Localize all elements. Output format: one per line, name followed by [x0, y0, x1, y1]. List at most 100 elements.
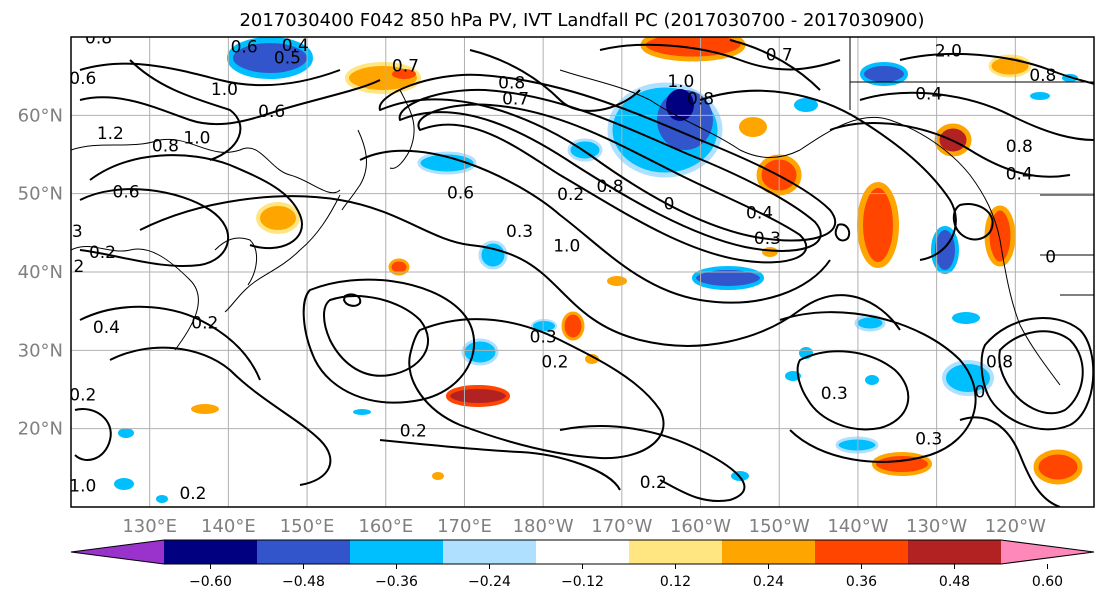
coastline-sakhalin — [341, 129, 367, 211]
contour-label: 0.2 — [89, 243, 116, 263]
colorbar-segment — [722, 540, 816, 564]
shade-blob — [392, 69, 416, 79]
contour-label: 1.0 — [211, 80, 238, 100]
contour-label: 0.8 — [498, 74, 525, 94]
contour-label: 0.8 — [1029, 66, 1056, 86]
lon-tick-label: 140°W — [827, 516, 888, 537]
shade-blob — [952, 312, 980, 324]
coastline-alaska-south — [559, 69, 801, 158]
contour-label: 0.2 — [541, 353, 568, 373]
lon-tick-label: 150°W — [749, 516, 810, 537]
contour-label: 0.6 — [447, 183, 474, 203]
lon-tick-label: 160°E — [358, 516, 413, 537]
shade-blob — [446, 385, 510, 407]
contour-label: 0.8 — [152, 136, 179, 156]
colorbar-tick-label: 0.60 — [1032, 574, 1063, 590]
coastline-asia — [71, 138, 341, 194]
contour-line — [779, 311, 977, 463]
contour-line — [129, 59, 242, 161]
contour-label: 1.0 — [553, 237, 580, 257]
lat-tick-label: 30°N — [18, 340, 63, 361]
contour-line — [796, 350, 910, 431]
contour-label: 0.8 — [597, 177, 624, 197]
shade-blob — [865, 375, 879, 385]
contour-label: 0.3 — [530, 328, 557, 348]
colorbar-segment — [629, 540, 723, 564]
shade-blob — [417, 151, 477, 175]
contour-line — [834, 223, 851, 242]
contour-line — [79, 79, 381, 126]
contour-labels: 0.80.60.6 0.40.51.00.60.8 1.01.20.630.220.… — [69, 36, 1056, 504]
shade-blob — [256, 202, 300, 234]
lon-tick-label: 130°W — [906, 516, 967, 537]
contour-line — [109, 346, 332, 486]
colorbar-tick-label: 0.24 — [753, 574, 784, 590]
lon-tick-label: 140°E — [201, 516, 256, 537]
contour-label: 2.0 — [935, 42, 962, 62]
contour-label: 0 — [664, 194, 675, 214]
colorbar-tick-label: −0.12 — [561, 574, 604, 590]
contour-line — [699, 89, 957, 261]
contour-label: 0.2 — [191, 313, 218, 333]
shade-blob — [191, 404, 219, 414]
contour-line — [559, 425, 746, 502]
colorbar-segment — [350, 540, 444, 564]
shade-blob — [692, 266, 764, 290]
contour-line — [899, 52, 1094, 85]
lat-tick-label: 20°N — [18, 419, 63, 440]
contour-label: 1.0 — [69, 476, 96, 496]
shade-blob — [388, 258, 410, 276]
contour-line — [469, 49, 641, 112]
map-title: 2017030400 F042 850 hPa PV, IVT Landfall… — [239, 10, 924, 31]
shade-blob — [860, 62, 908, 86]
contour-label: 0.4 — [915, 85, 942, 105]
lon-tick-label: 150°E — [280, 516, 335, 537]
colorbar-segment — [164, 540, 258, 564]
contour-label: 0.4 — [746, 204, 773, 224]
pv-contours — [74, 39, 1094, 507]
contour-label: 0.4 — [282, 36, 309, 56]
shade-blob — [156, 495, 168, 503]
contour-line — [74, 408, 112, 461]
shade-blob — [794, 98, 818, 112]
lon-tick-label: 120°W — [985, 516, 1046, 537]
contour-label: 0.2 — [179, 484, 206, 504]
colorbar-segment — [536, 540, 630, 564]
contour-label: 1.0 — [183, 129, 210, 149]
contour-label: 1.0 — [667, 72, 694, 92]
contour-label: 0.2 — [640, 473, 667, 493]
contour-line — [398, 88, 822, 252]
political-borders — [849, 37, 1094, 296]
contour-label: 0.3 — [821, 384, 848, 404]
colorbar-extend-max — [1001, 540, 1094, 564]
contour-label: 0.8 — [1006, 137, 1033, 157]
contour-label: 0.2 — [557, 185, 584, 205]
lon-tick-label: 170°W — [591, 516, 652, 537]
contour-line — [859, 91, 1094, 141]
contour-label: 0 — [974, 382, 985, 402]
contour-label: 0.6 — [69, 69, 96, 89]
lon-tick-label: 130°E — [122, 516, 177, 537]
shade-blob — [478, 240, 508, 270]
contour-label: 0.6 — [258, 102, 285, 122]
contour-label: 0.7 — [392, 56, 419, 76]
shaded-positive — [191, 37, 1083, 485]
contour-label: 0.4 — [1006, 165, 1033, 185]
contour-line — [729, 39, 821, 91]
map-panel: 0.80.60.6 0.40.51.00.60.8 1.01.20.630.220.… — [18, 36, 1095, 537]
map-frame — [70, 36, 1095, 508]
colorbar-segment — [257, 540, 351, 564]
contour-line — [408, 318, 665, 460]
colorbar: −0.60 −0.48 −0.36 −0.24 −0.12 0.12 0.24 0.36 0.4… — [70, 539, 1095, 590]
shade-blob — [561, 311, 585, 341]
longitude-labels: 130°E 140°E 150°E 160°E 170°E 180°W 170°W 160°W… — [122, 516, 1046, 537]
contour-line — [599, 43, 841, 71]
contour-label: 0.2 — [400, 422, 427, 442]
lon-tick-label: 160°W — [670, 516, 731, 537]
gridlines — [71, 37, 1094, 507]
shade-blob — [353, 409, 371, 415]
colorbar-tick-label: −0.60 — [189, 574, 232, 590]
colorbar-outline — [70, 539, 1095, 565]
contour-label: 0.7 — [766, 46, 793, 66]
shade-blob — [1030, 92, 1050, 100]
